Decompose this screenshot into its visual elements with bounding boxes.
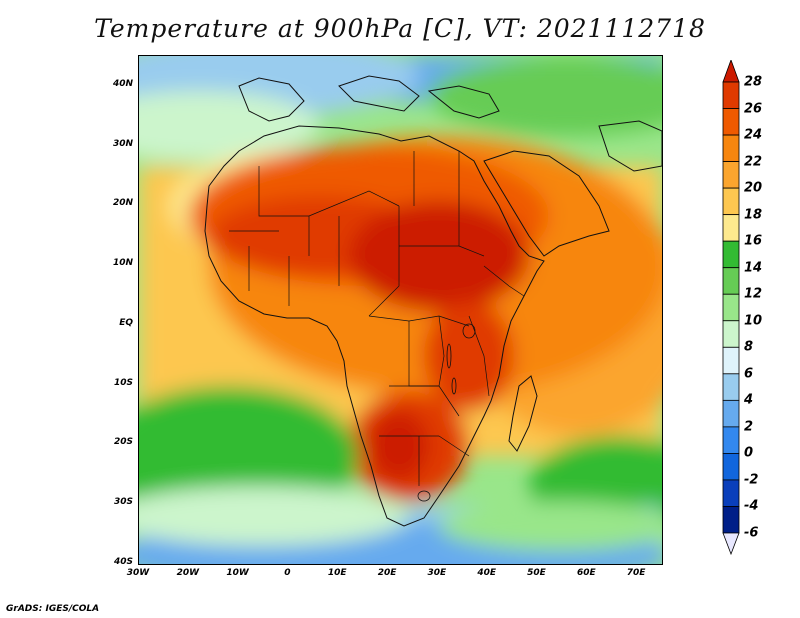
colorbar-segment bbox=[722, 267, 740, 295]
colorbar-segment bbox=[722, 134, 740, 162]
colorbar-tick-label: 14 bbox=[744, 260, 763, 276]
temperature-map bbox=[138, 55, 663, 565]
colorbar-tick-label: 10 bbox=[744, 313, 763, 329]
colorbar-tick-label: -6 bbox=[744, 525, 759, 541]
colorbar-segment bbox=[722, 373, 740, 401]
colorbar-segment bbox=[722, 161, 740, 189]
temperature-field bbox=[139, 56, 662, 564]
latitude-tick-label: 30S bbox=[113, 497, 133, 508]
colorbar-tick-label: 6 bbox=[744, 366, 754, 382]
longitude-tick-label: 30W bbox=[126, 568, 150, 578]
latitude-tick-label: 30N bbox=[112, 138, 133, 149]
lakes bbox=[417, 323, 476, 502]
colorbar-tick-label: 0 bbox=[744, 445, 754, 461]
colorbar-segment bbox=[722, 293, 740, 322]
latitude-tick-label: 40S bbox=[113, 557, 133, 567]
latitude-tick-label: 10N bbox=[112, 258, 133, 269]
colorbar-tick-label: 12 bbox=[744, 286, 763, 302]
colorbar-segment bbox=[722, 81, 740, 109]
colorbar-tick-label: 2 bbox=[744, 419, 754, 435]
colorbar-top-arrow bbox=[722, 60, 740, 83]
credit-text: GrADS: IGES/COLA bbox=[6, 604, 100, 614]
map-title: Temperature at 900hPa [C], VT: 202111271… bbox=[94, 14, 706, 43]
longitude-tick-label: 70E bbox=[626, 568, 646, 578]
colorbar-segment bbox=[722, 240, 740, 269]
longitude-tick-label: 10W bbox=[226, 568, 249, 578]
longitude-tick-label: 0 bbox=[284, 568, 291, 578]
longitude-tick-label: 30E bbox=[427, 568, 447, 578]
colorbar-tick-label: 4 bbox=[744, 392, 754, 408]
longitude-tick-label: 20W bbox=[176, 568, 200, 578]
latitude-tick-label: EQ bbox=[119, 317, 133, 328]
colorbar-tick-label: 20 bbox=[744, 180, 763, 196]
longitude-tick-label: 10E bbox=[327, 568, 347, 578]
longitude-tick-label: 60E bbox=[576, 568, 596, 578]
colorbar-tick-label: 24 bbox=[744, 127, 763, 143]
longitude-tick-label: 50E bbox=[527, 568, 546, 578]
latitude-tick-label: 20N bbox=[112, 198, 133, 209]
country-borders bbox=[229, 151, 525, 486]
longitude-tick-label: 20E bbox=[377, 568, 397, 578]
colorbar-segment bbox=[722, 479, 740, 507]
colorbar-bottom-arrow bbox=[722, 532, 740, 555]
colorbar-segment bbox=[722, 214, 740, 242]
colorbar-tick-label: 8 bbox=[744, 339, 754, 355]
colorbar bbox=[722, 60, 740, 555]
colorbar-segment bbox=[722, 426, 740, 454]
colorbar-segment bbox=[722, 108, 740, 136]
colorbar-tick-label: -4 bbox=[744, 498, 759, 514]
colorbar-tick-label: 28 bbox=[744, 74, 763, 90]
longitude-tick-label: 40E bbox=[477, 568, 496, 578]
colorbar-tick-label: -2 bbox=[744, 472, 759, 488]
colorbar-segment bbox=[722, 187, 740, 216]
colorbar-segment bbox=[722, 320, 740, 348]
colorbar-segment bbox=[722, 346, 740, 375]
latitude-tick-label: 40N bbox=[112, 78, 133, 89]
colorbar-tick-label: 26 bbox=[744, 101, 763, 117]
coastlines bbox=[204, 75, 662, 527]
colorbar-segment bbox=[722, 399, 740, 428]
colorbar-tick-label: 18 bbox=[744, 207, 763, 223]
colorbar-tick-label: 22 bbox=[744, 154, 763, 170]
map-svg bbox=[139, 56, 662, 564]
colorbar-segment bbox=[722, 453, 740, 481]
latitude-tick-label: 20S bbox=[113, 437, 133, 448]
colorbar-tick-label: 16 bbox=[744, 233, 763, 249]
colorbar-segment bbox=[722, 506, 740, 534]
latitude-tick-label: 10S bbox=[113, 377, 133, 388]
